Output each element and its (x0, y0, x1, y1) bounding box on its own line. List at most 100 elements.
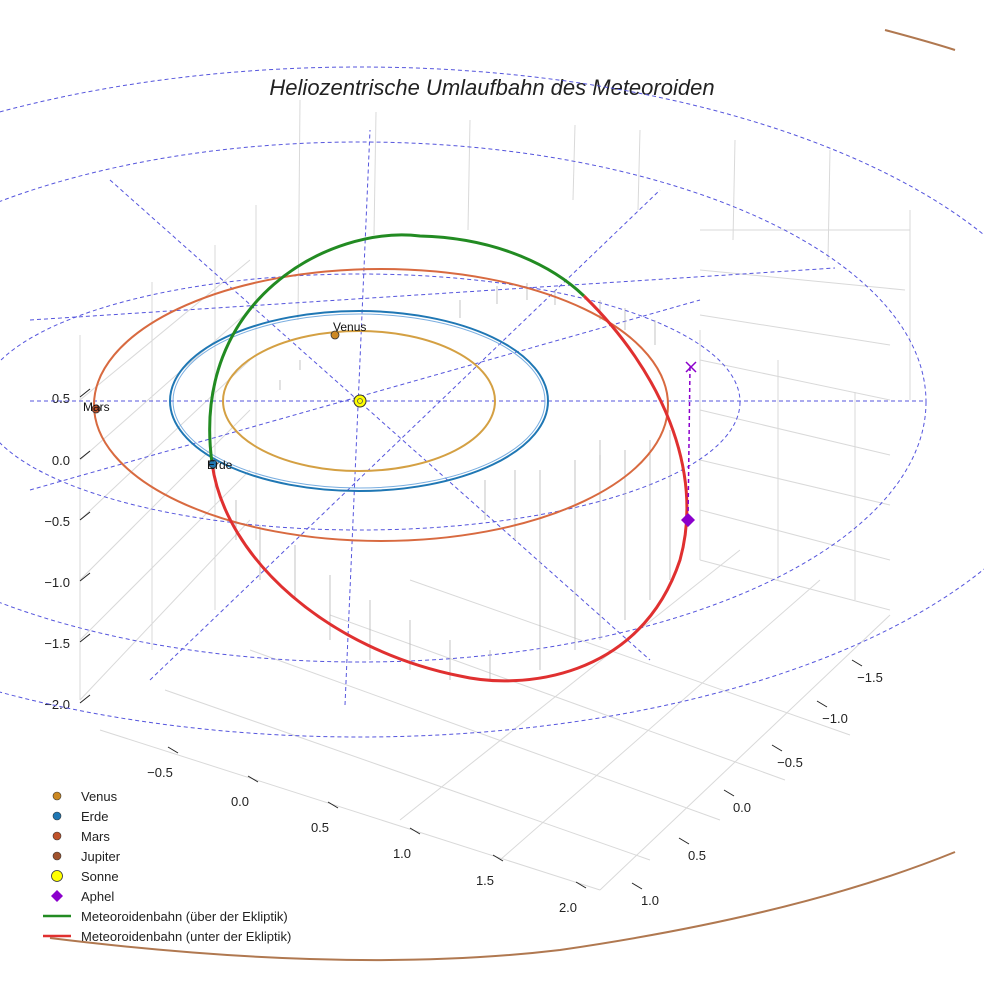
x-tick-mark (492, 854, 504, 862)
legend-label: Meteoroidenbahn (unter der Ekliptik) (81, 928, 292, 944)
z-tick-label: −0.5 (44, 514, 70, 529)
pane-grid-line (399, 549, 741, 821)
legend-item-mars: Mars (40, 826, 291, 846)
legend-swatch (40, 906, 74, 926)
legend-item-jupiter: Jupiter (40, 846, 291, 866)
pane-grid-line (499, 579, 821, 861)
legend-item-venus: Venus (40, 786, 291, 806)
mars-orbit (93, 268, 669, 542)
meteoroid-orbit-above (208, 233, 586, 464)
legend-swatch (40, 926, 74, 946)
z-tick-label: −1.5 (44, 636, 70, 651)
z-tick-label: 0.5 (52, 391, 70, 406)
x-tick-label: 2.0 (559, 900, 577, 915)
ecliptic-ring (0, 141, 927, 663)
x-tick-label: 1.5 (476, 873, 494, 888)
y-tick-label: −1.5 (857, 670, 883, 685)
pane-grid-line (699, 314, 891, 346)
orbit-drop-lines (235, 283, 671, 680)
ecliptic-ring (0, 273, 741, 531)
sun-core (357, 398, 363, 404)
x-tick-mark (575, 881, 587, 889)
x-tick-label: 1.0 (393, 846, 411, 861)
pane-grid-line (79, 259, 251, 401)
pane-grid-line (79, 519, 251, 701)
y-tick-label: 0.0 (733, 800, 751, 815)
legend-item-erde: Erde (40, 806, 291, 826)
pane-grid-line (599, 614, 891, 891)
axis-ticks: 0.5 0.0 −0.5 −1.0 −1.5 −2.0 −0.5 0.0 0.5 1.0 1.5 2.… (44, 388, 883, 915)
legend-label: Jupiter (81, 848, 121, 864)
legend-label: Mars (81, 828, 110, 844)
legend-label: Sonne (81, 868, 119, 884)
pane-grid-line (99, 729, 601, 891)
x-tick-mark (409, 827, 421, 835)
legend-item-meteoroid-below: Meteoroidenbahn (unter der Ekliptik) (40, 926, 291, 946)
ecliptic-spoke (149, 189, 661, 681)
pane-grid-line (249, 649, 721, 821)
pane-grid-line (467, 119, 471, 231)
pane-grid-line (699, 359, 891, 401)
x-tick-mark (327, 801, 339, 809)
ecliptic-ring (0, 66, 984, 738)
y-tick-mark (816, 700, 828, 708)
chart-title: Heliozentrische Umlaufbahn des Meteoroid… (269, 75, 714, 100)
legend-label: Venus (81, 788, 118, 804)
y-tick-mark (851, 659, 863, 667)
x-tick-label: −0.5 (147, 765, 173, 780)
legend-swatch (40, 886, 74, 906)
earth-point (208, 459, 218, 469)
axis-panes (79, 99, 911, 891)
x-tick-label: 0.5 (311, 820, 329, 835)
legend-swatch (40, 826, 74, 846)
ecliptic-spoke (109, 179, 651, 661)
pane-grid-line (164, 689, 651, 861)
y-tick-mark (771, 744, 783, 752)
jupiter-orbit-arc-top (884, 29, 956, 51)
pane-grid-line (699, 509, 891, 561)
pane-grid-line (699, 269, 906, 291)
mars-point (91, 404, 101, 414)
z-tick-mark (79, 511, 91, 521)
legend-item-sonne: Sonne (40, 866, 291, 886)
ecliptic-spoke (29, 267, 836, 321)
sun-point (353, 394, 367, 408)
x-tick-label: 0.0 (231, 794, 249, 809)
y-tick-label: 0.5 (688, 848, 706, 863)
pane-grid-line (297, 99, 301, 321)
x-tick-mark (167, 746, 179, 754)
legend-item-meteoroid-above: Meteoroidenbahn (über der Ekliptik) (40, 906, 291, 926)
pane-grid-line (699, 559, 891, 611)
y-tick-mark (678, 837, 690, 845)
legend-swatch (40, 866, 74, 886)
venus-label: Venus (333, 320, 366, 334)
jupiter-orbit-arc-bottom (49, 851, 956, 962)
earth-orbit (169, 310, 549, 492)
legend-swatch (40, 806, 74, 826)
ecliptic-spoke (344, 129, 371, 706)
z-tick-label: −1.0 (44, 575, 70, 590)
venus-point (330, 330, 340, 340)
legend-swatch (40, 846, 74, 866)
aphel-drop-line (687, 366, 691, 521)
pane-grid-line (827, 149, 831, 261)
z-tick-label: 0.0 (52, 453, 70, 468)
legend-swatch (40, 786, 74, 806)
z-tick-mark (79, 388, 91, 398)
x-tick-mark (247, 775, 259, 783)
aphel-cross-marker (685, 361, 697, 373)
z-tick-mark (79, 450, 91, 460)
venus-orbit (222, 330, 496, 472)
z-tick-mark (79, 572, 91, 582)
legend-label: Meteoroidenbahn (über der Ekliptik) (81, 908, 288, 924)
legend-label: Erde (81, 808, 109, 824)
z-tick-label: −2.0 (44, 697, 70, 712)
y-tick-mark (631, 882, 643, 890)
z-tick-mark (79, 694, 91, 704)
pane-grid-line (409, 579, 851, 736)
mars-label: Mars (83, 400, 110, 414)
legend: Venus Erde Mars Jupiter Sonne Aphel Meteoroide… (40, 786, 291, 946)
pane-grid-line (637, 129, 641, 211)
y-tick-label: −1.0 (822, 711, 848, 726)
